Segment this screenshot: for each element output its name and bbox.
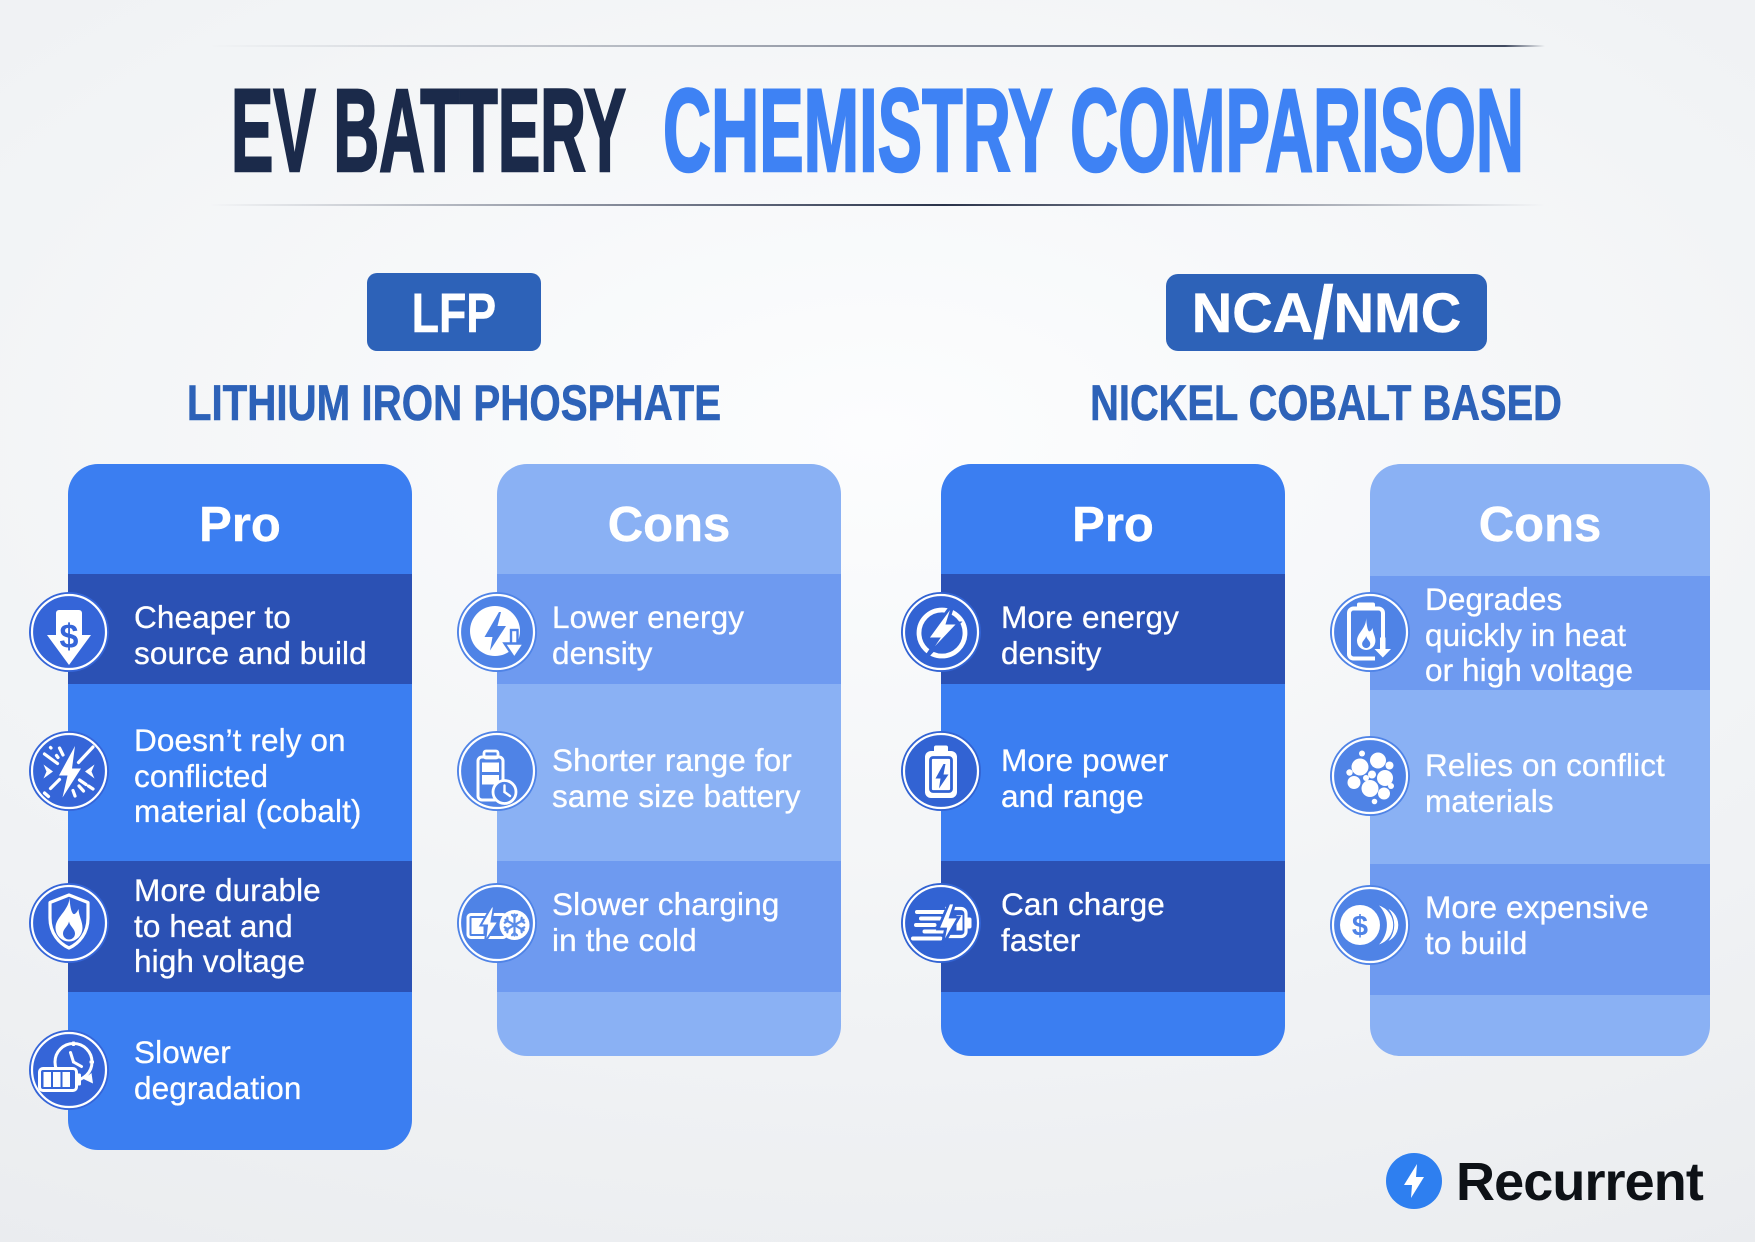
svg-text:$: $ — [1352, 911, 1368, 943]
svg-text:$: $ — [60, 618, 79, 656]
svg-text:EV BATTERY: EV BATTERY — [231, 65, 626, 197]
svg-text:CHEMISTRY COMPARISON: CHEMISTRY COMPARISON — [663, 65, 1524, 197]
